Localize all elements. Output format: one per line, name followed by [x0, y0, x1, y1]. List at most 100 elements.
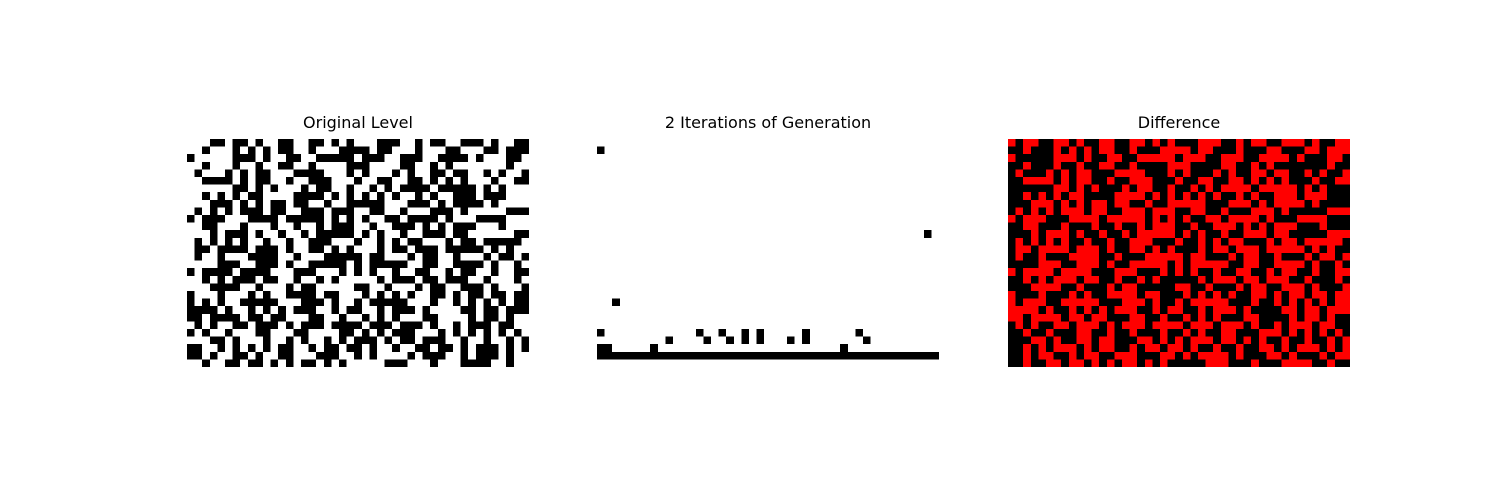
heatmap-cell	[733, 222, 742, 231]
heatmap-cell	[931, 351, 939, 360]
heatmap-cell	[346, 199, 355, 208]
heatmap-cell	[832, 359, 841, 367]
heatmap-cell	[1053, 329, 1062, 337]
heatmap-cell	[308, 260, 317, 269]
heatmap-cell	[1122, 161, 1130, 170]
heatmap-cell	[794, 275, 803, 284]
heatmap-cell	[908, 161, 917, 170]
heatmap-cell	[1038, 222, 1047, 231]
heatmap-cell	[840, 351, 848, 360]
heatmap-cell	[756, 207, 765, 216]
heatmap-cell	[1068, 139, 1077, 147]
heatmap-cell	[840, 321, 848, 330]
heatmap-cell	[293, 237, 302, 246]
heatmap-cell	[1258, 329, 1267, 337]
heatmap-cell	[460, 253, 469, 261]
heatmap-cell	[1122, 146, 1130, 155]
heatmap-cell	[1220, 139, 1229, 147]
heatmap-cell	[293, 359, 302, 367]
heatmap-cell	[1091, 359, 1100, 367]
heatmap-cell	[232, 329, 241, 337]
heatmap-cell	[1023, 169, 1031, 178]
heatmap-cell	[1122, 230, 1130, 238]
heatmap-cell	[217, 222, 226, 231]
heatmap-cell	[202, 329, 210, 337]
heatmap-cell	[764, 260, 772, 269]
heatmap-cell	[673, 207, 681, 216]
heatmap-cell	[1175, 306, 1183, 314]
heatmap-cell	[346, 298, 355, 307]
heatmap-cell	[346, 139, 355, 147]
heatmap-cell	[430, 359, 438, 367]
heatmap-cell	[308, 359, 317, 367]
heatmap-cell	[1061, 184, 1069, 193]
heatmap-cell	[209, 230, 218, 238]
heatmap-cell	[255, 298, 264, 307]
heatmap-cell	[1213, 230, 1221, 238]
heatmap-cell	[1015, 199, 1024, 208]
heatmap-cell	[1258, 154, 1267, 162]
heatmap-cell	[779, 336, 788, 345]
heatmap-cell	[187, 336, 195, 345]
heatmap-cell	[468, 177, 476, 185]
heatmap-cell	[642, 329, 651, 337]
heatmap-cell	[1046, 230, 1054, 238]
heatmap-cell	[604, 139, 613, 147]
heatmap-cell	[870, 291, 879, 299]
heatmap-cell	[1251, 230, 1259, 238]
heatmap-cell	[1220, 291, 1229, 299]
heatmap-cell	[1304, 207, 1313, 216]
heatmap-cell	[794, 336, 803, 345]
heatmap-cell	[194, 177, 203, 185]
heatmap-cell	[840, 154, 848, 162]
heatmap-cell	[1251, 161, 1259, 170]
heatmap-cell	[1220, 230, 1229, 238]
heatmap-cell	[1190, 359, 1199, 367]
heatmap-cell	[247, 177, 256, 185]
heatmap-cell	[521, 359, 529, 367]
heatmap-cell	[339, 268, 347, 276]
heatmap-cell	[308, 192, 317, 200]
heatmap-cell	[232, 139, 241, 147]
heatmap-cell	[597, 344, 605, 352]
heatmap-cell	[1053, 146, 1062, 155]
heatmap-cell	[225, 245, 233, 254]
heatmap-cell	[377, 192, 385, 200]
heatmap-cell	[870, 344, 879, 352]
heatmap-cell	[779, 207, 788, 216]
heatmap-cell	[1190, 253, 1199, 261]
heatmap-cell	[384, 313, 393, 322]
heatmap-cell	[802, 184, 810, 193]
heatmap-cell	[460, 298, 469, 307]
heatmap-cell	[1023, 329, 1031, 337]
heatmap-cell	[1038, 154, 1047, 162]
heatmap-cell	[399, 253, 408, 261]
heatmap-cell	[802, 298, 810, 307]
heatmap-cell	[1182, 207, 1191, 216]
heatmap-cell	[483, 207, 492, 216]
heatmap-cell	[673, 177, 681, 185]
heatmap-cell	[612, 199, 620, 208]
heatmap-cell	[354, 177, 362, 185]
heatmap-cell	[323, 146, 332, 155]
heatmap-cell	[1220, 146, 1229, 155]
heatmap-cell	[916, 260, 924, 269]
heatmap-cell	[1304, 275, 1313, 284]
heatmap-cell	[741, 237, 750, 246]
heatmap-cell	[726, 344, 734, 352]
heatmap-cell	[293, 329, 302, 337]
panel-title: Difference	[1137, 113, 1221, 132]
heatmap-cell	[908, 260, 917, 269]
heatmap-cell	[680, 336, 689, 345]
heatmap-cell	[506, 313, 514, 322]
heatmap-cell	[1312, 207, 1320, 216]
heatmap-cell	[863, 245, 871, 254]
heatmap-cell	[1198, 313, 1206, 322]
heatmap-cell	[339, 199, 347, 208]
heatmap-cell	[460, 291, 469, 299]
heatmap-cell	[285, 321, 294, 330]
heatmap-cell	[1008, 298, 1016, 307]
heatmap-cell	[1304, 139, 1313, 147]
heatmap-cell	[331, 268, 340, 276]
heatmap-cell	[491, 192, 499, 200]
